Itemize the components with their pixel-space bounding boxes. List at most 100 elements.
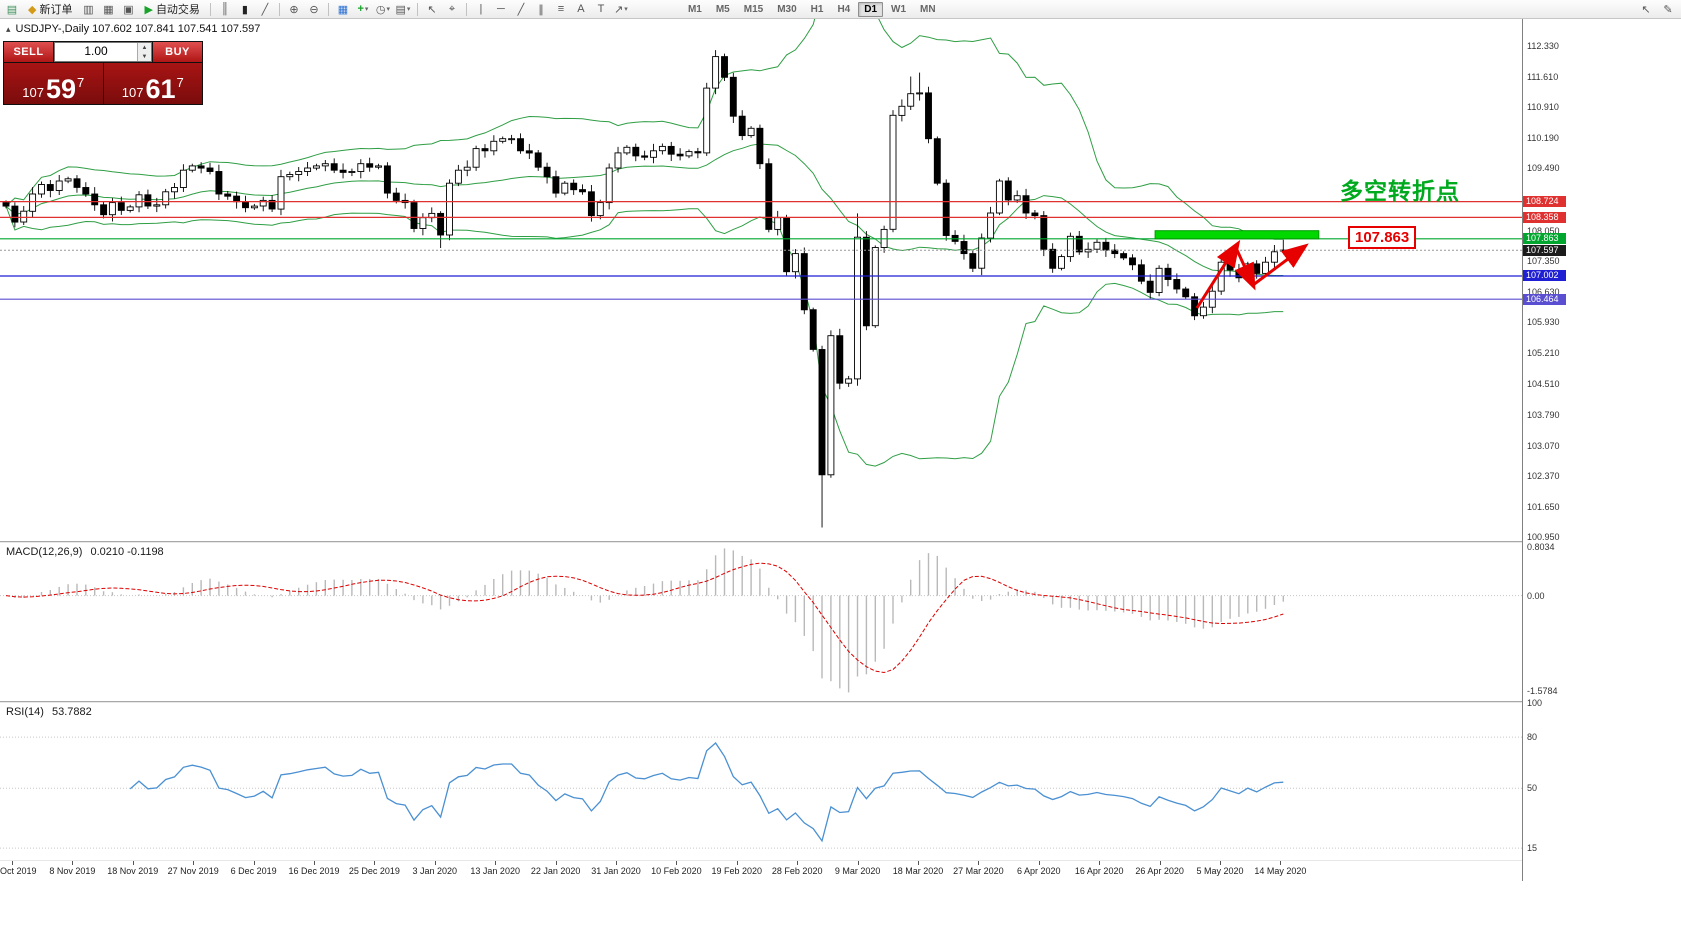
date-label: 14 May 2020 [1254,866,1307,876]
timeframe-h1[interactable]: H1 [810,3,824,15]
vertical-line-icon: | [479,3,483,15]
timeframe-m15[interactable]: M15 [743,3,764,15]
main-chart-panel[interactable] [0,19,1522,541]
macd-panel[interactable] [0,543,1522,701]
chevron-down-icon: ▾ [624,6,628,13]
time-axis-tick [1280,861,1282,865]
timeframe-w1[interactable]: W1 [891,3,907,15]
time-axis-tick [918,861,919,865]
zoom-in-icon: ⊕ [289,3,299,16]
panel-divider[interactable] [0,541,1566,543]
label-button[interactable]: T [592,1,610,17]
market-watch-button[interactable]: ▥ [79,1,97,17]
vertical-line-button[interactable]: | [472,1,490,17]
label-icon: T [597,3,605,15]
pencil-icon: ✎ [1663,3,1673,16]
tile-windows-button[interactable]: ▦ [334,1,352,17]
time-axis[interactable]: 30 Oct 2019 8 Nov 2019 18 Nov 2019 27 Nov 2… [0,861,1566,881]
date-label: 18 Nov 2019 [107,866,159,876]
navigator-button[interactable]: ▣ [119,1,137,17]
timeframe-d1[interactable]: D1 [858,1,884,17]
new-chart-button[interactable]: ▤ [3,1,21,17]
templates-button[interactable]: ▤ ▾ [394,1,412,17]
text-button[interactable]: A [572,1,590,17]
toolbar: ▤ ◆ 新订单 ▥ ▦ ▣ ▶ 自动交易 ║ ▮ ╱ ⊕ ⊖ ▦ + ▾ ◷ ▾ ▤ ▾ ↖ ⌖ | ─ ╱ ∥ ≡ A T ↗ ▾ M1 M5… [0,0,1681,19]
date-label: 18 Mar 2020 [892,866,944,876]
periods-button[interactable]: ◷ ▾ [374,1,392,17]
fibonacci-button[interactable]: ≡ [552,1,570,17]
date-label: 25 Dec 2019 [348,866,400,876]
macd-axis-label: 0.8034 [1527,542,1555,553]
collapse-chart-icon[interactable] [6,24,11,35]
rsi-panel[interactable] [0,703,1522,860]
new-order-button-label: 新订单 [39,4,73,16]
pointer-button[interactable]: ↖ [1637,1,1655,17]
data-window-button[interactable]: ▦ [99,1,117,17]
toolbar-separator [327,2,329,16]
bar-chart-button[interactable]: ║ [216,1,234,17]
arrows-button[interactable]: ↗ ▾ [612,1,630,17]
timeframe-m30[interactable]: M30 [777,3,797,15]
chevron-down-icon: ▾ [406,6,411,13]
sell-button[interactable]: SELL [4,42,53,62]
date-label: 8 Nov 2019 [49,866,96,876]
time-axis-tick [72,861,74,865]
buy-price-display[interactable]: 107 61 7 [103,63,202,104]
price-tag: 107.597 [1523,244,1566,256]
zoom-in-button[interactable]: ⊕ [285,1,303,17]
zoom-out-button[interactable]: ⊖ [305,1,323,17]
timeframe-m5[interactable]: M5 [715,3,730,15]
time-axis-tick [314,861,315,865]
price-axis-label: 109.490 [1527,163,1560,174]
price-axis-label: 103.790 [1527,409,1560,420]
line-chart-button[interactable]: ╱ [256,1,274,17]
autotrading-button-label: 自动交易 [155,4,200,16]
channel-button[interactable]: ∥ [532,1,550,17]
price-tag: 106.464 [1523,293,1566,305]
time-axis-tick [495,861,497,865]
volume-down-icon[interactable] [138,52,151,61]
price-axis-label: 102.370 [1527,471,1560,482]
autotrading-button[interactable]: ▶ 自动交易 [139,1,204,17]
new-order-button[interactable]: ◆ 新订单 [23,1,77,17]
macd-name: MACD(12,26,9) [6,546,83,558]
indicators-button[interactable]: + ▾ [354,1,372,17]
sell-price-display[interactable]: 107 59 7 [4,63,103,104]
autotrading-icon: ▶ [144,3,153,16]
toolbar-separator [416,2,418,16]
date-label: 5 May 2020 [1196,866,1244,876]
chart-title: USDJPY-,Daily 107.602 107.841 107.541 10… [6,23,261,35]
periods-icon: ◷ [375,3,386,16]
timeframe-m1[interactable]: M1 [687,3,702,15]
horizontal-line-button[interactable]: ─ [492,1,510,17]
date-label: 16 Apr 2020 [1074,866,1124,876]
timeframe-h4[interactable]: H4 [837,3,851,15]
panel-divider[interactable] [0,701,1566,703]
time-axis-tick [1220,861,1221,865]
crosshair-icon: ⌖ [448,2,456,15]
buy-button[interactable]: BUY [153,42,202,62]
volume-up-icon[interactable] [138,43,151,52]
time-axis-tick [1099,861,1101,865]
timeframe-mn[interactable]: MN [920,3,936,15]
crosshair-button[interactable]: ⌖ [443,1,461,17]
date-label: 22 Jan 2020 [530,866,581,876]
pointer-icon: ↖ [1641,3,1651,16]
macd-values: 0.0210 -0.1198 [90,546,164,558]
sell-price-sup: 7 [77,75,85,90]
volume-input[interactable]: 1.00 [84,44,108,58]
pencil-button[interactable]: ✎ [1659,1,1677,17]
trendline-button[interactable]: ╱ [512,1,530,17]
candlestick-icon: ▮ [241,3,248,16]
cursor-button[interactable]: ↖ [423,1,441,17]
new-order-icon: ◆ [28,3,37,16]
cursor-icon: ↖ [427,3,437,16]
rsi-value: 53.7882 [51,706,92,718]
price-axis-label: 107.350 [1527,255,1560,266]
price-axis[interactable]: 112.330 111.610 110.910 110.190 109.490 108.7… [1522,19,1567,881]
zoom-out-icon: ⊖ [309,3,319,16]
rsi-axis-label: 100 [1527,698,1543,708]
trendline-icon: ╱ [517,3,525,16]
price-axis-label: 112.330 [1527,40,1559,51]
candlestick-button[interactable]: ▮ [236,1,254,17]
